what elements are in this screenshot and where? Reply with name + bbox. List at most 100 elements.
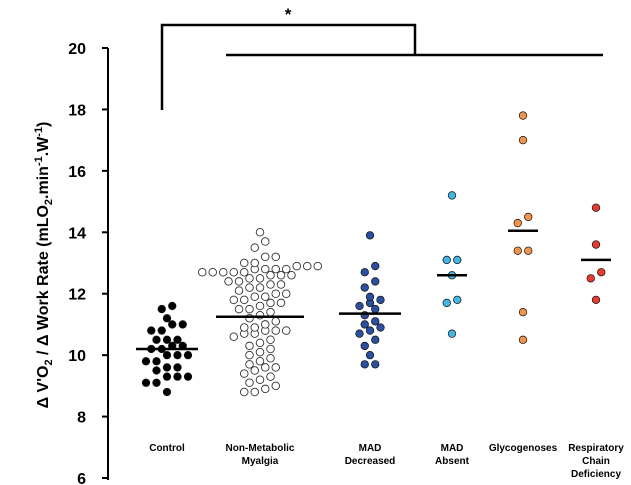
data-point [173,372,182,381]
data-point [255,274,265,283]
data-point [245,360,254,369]
data-point [224,277,233,286]
data-point [313,261,323,271]
data-point [266,353,275,363]
data-point [591,240,601,249]
y-tick-label: 8 [77,410,86,427]
data-point [442,298,451,308]
data-point [266,344,275,354]
category-label: MAD [359,443,382,454]
data-point [271,326,281,335]
data-point [518,135,528,145]
data-point [152,366,161,375]
ylabel-part-d: .W [35,136,52,156]
ylabel-part-c: .min [35,166,52,199]
data-point [162,372,172,381]
group-5 [581,203,611,305]
data-point [271,363,281,372]
data-point [245,274,254,283]
data-point [255,357,265,366]
data-point [276,271,286,280]
data-point [266,307,275,317]
data-point [513,218,522,228]
data-point [591,295,601,305]
data-point [524,212,533,222]
data-point [239,267,249,277]
data-point [371,277,380,286]
data-point [355,329,364,338]
data-point [239,258,249,268]
data-point [162,314,172,323]
data-point [250,366,259,375]
ylabel-sub-2: 2 [43,199,55,205]
data-point [355,301,364,311]
data-point [447,329,457,338]
y-tick-label: 10 [68,348,86,365]
data-point [518,335,528,344]
significance-star: * [285,5,292,24]
category-label: Myalgia [242,456,279,467]
data-point [360,341,369,351]
data-point [261,237,270,246]
data-point [239,295,249,305]
category-labels: Control Non-Metabolic Myalgia MAD Decreased M… [149,443,624,480]
data-point [255,375,265,384]
data-point [282,289,291,298]
significance-brackets: * [160,5,603,110]
data-point [292,261,302,271]
y-axis-ticks: 6 8 10 12 14 16 18 20 [68,41,108,485]
ylabel-part-e: ) [35,122,52,127]
data-point [168,301,177,311]
data-point [360,283,369,292]
data-point [376,323,385,332]
y-tick-label: 18 [68,102,86,119]
data-point [261,384,270,394]
data-point [152,357,161,366]
data-point [152,335,161,344]
data-point [234,304,244,314]
group-2 [339,231,401,369]
data-point [453,255,462,265]
data-point [255,301,265,311]
data-point [162,335,172,344]
data-point [157,326,166,335]
category-label: Absent [435,456,470,467]
data-point [173,335,182,344]
data-point [271,252,281,262]
category-label: Chain [582,456,610,467]
data-point [255,347,265,357]
data-point [360,268,369,277]
data-point [141,378,151,387]
data-point [261,292,270,302]
data-point [371,335,380,344]
data-point [250,243,259,252]
data-point [255,338,265,348]
data-point [282,326,291,335]
data-point [453,295,462,305]
category-label: Glycogenoses [489,443,558,454]
y-axis-label-group: Δ V'O2 / Δ Work Rate (mLO2.min-1.W-1) [33,122,55,409]
data-point [287,271,296,280]
data-point [218,267,228,277]
data-point [255,283,265,292]
data-point [271,317,281,326]
y-tick-label: 20 [68,41,86,58]
data-point [597,268,606,277]
data-point [591,203,601,212]
ylabel-sub-1: 2 [43,359,55,365]
data-point [234,286,244,295]
plot-area [136,111,611,397]
y-tick-label: 14 [68,225,86,242]
data-point [255,228,265,237]
data-point [239,387,249,397]
data-point [365,350,375,360]
data-point [162,363,172,372]
data-point [245,304,254,314]
data-point [234,277,244,286]
data-point [266,372,275,381]
data-point [261,264,270,274]
ylabel-sup-2: -1 [33,127,45,137]
y-tick-label: 16 [68,164,86,181]
ylabel-part-b: / Δ Work Rate (mLO [35,205,52,359]
